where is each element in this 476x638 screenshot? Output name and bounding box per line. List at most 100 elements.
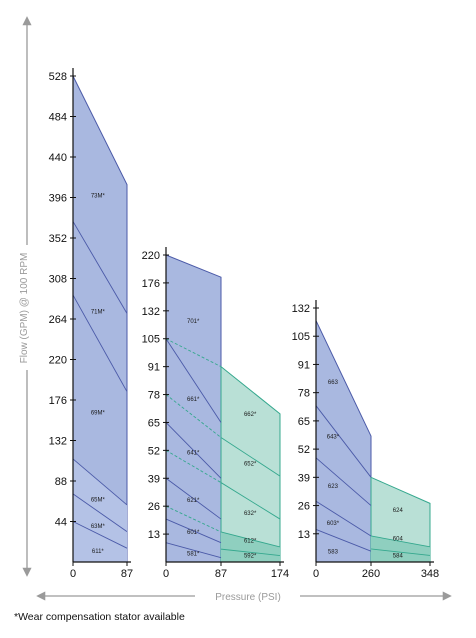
right-series-label: 623 <box>328 484 339 490</box>
right-y-tick-label: 65 <box>298 416 310 428</box>
middle-series-label: 641* <box>187 451 200 457</box>
middle-green-line-612* <box>220 531 281 548</box>
left-y-tick-label: 264 <box>49 314 67 326</box>
middle-series-label: 701* <box>187 319 200 325</box>
middle-series-label: 581* <box>187 552 200 558</box>
middle-blue-line-641* <box>165 422 222 479</box>
middle-green-strip <box>221 531 280 562</box>
right-x-tick-label: 260 <box>362 568 380 580</box>
left-series-line-69M* <box>72 294 128 392</box>
middle-green-line-652* <box>220 437 281 477</box>
right-blue-line-583 <box>315 529 372 552</box>
left-y-tick-label: 220 <box>49 355 67 367</box>
right-blue-line-623 <box>315 457 372 506</box>
middle-y-tick-label: 78 <box>148 390 160 402</box>
right-series-label: 624 <box>393 508 404 514</box>
right-green-line-584 <box>370 548 431 556</box>
right-y-tick-label: 105 <box>292 331 310 343</box>
right-y-tick-label: 132 <box>292 303 310 315</box>
right-y-tick-label: 39 <box>298 472 310 484</box>
middle-y-tick-label: 65 <box>148 417 160 429</box>
middle-dashed-line <box>165 505 222 533</box>
middle-series-label: 592* <box>244 554 257 560</box>
left-series-label: 71M* <box>91 309 106 315</box>
left-lower-band <box>73 458 127 562</box>
right-series-label: 583 <box>328 549 339 555</box>
right-x-tick-label: 0 <box>313 568 319 580</box>
right-series-label: 643* <box>327 434 340 440</box>
panel-left: 44 88 132 176 220 264 308 352 396 440 484 528 0 87 73M… <box>49 68 133 580</box>
middle-y-tick-label: 13 <box>148 529 160 541</box>
left-series-label: 63M* <box>91 524 106 530</box>
panel-right: 13 26 39 52 65 78 91 105 132 0 260 348 663 643* 623 603… <box>292 300 439 580</box>
left-y-tick-label: 88 <box>55 476 67 488</box>
middle-dashed-line <box>165 394 222 438</box>
y-axis-arrow-group: Flow (GPM) @ 100 RPM <box>19 16 32 577</box>
x-axis-title: Pressure (PSI) <box>215 592 281 603</box>
footnote: *Wear compensation stator available <box>14 611 185 623</box>
middle-y-tick-label: 91 <box>148 362 160 374</box>
middle-x-tick-label: 0 <box>163 568 169 580</box>
right-blue-line-643* <box>315 405 372 478</box>
left-y-tick-label: 176 <box>49 395 67 407</box>
panel-middle: 13 26 39 52 65 78 91 105 132 176 220 0 87 174 701* 661*… <box>142 247 289 580</box>
right-y-tick-label: 91 <box>298 359 310 371</box>
left-series-label: 73M* <box>91 194 106 200</box>
left-x-tick-label: 87 <box>121 568 133 580</box>
left-y-tick-label: 352 <box>49 233 67 245</box>
middle-blue-line-621* <box>165 477 222 520</box>
middle-y-tick-label: 105 <box>142 334 160 346</box>
middle-y-tick-label: 132 <box>142 306 160 318</box>
middle-green-line-632* <box>220 482 281 520</box>
middle-series-label: 612* <box>244 539 257 545</box>
left-series-line-63M* <box>72 493 128 532</box>
middle-y-tick-label: 220 <box>142 250 160 262</box>
middle-series-label: 662* <box>244 412 257 418</box>
middle-dashed-line <box>165 449 222 483</box>
left-y-tick-label: 484 <box>49 112 67 124</box>
middle-x-tick-label: 174 <box>271 568 289 580</box>
middle-series-label: 661* <box>187 397 200 403</box>
right-green-strip <box>371 535 430 562</box>
middle-y-tick-label: 176 <box>142 278 160 290</box>
middle-blue-envelope <box>165 254 222 563</box>
right-x-tick-label: 348 <box>421 568 439 580</box>
left-series-line-611* <box>72 521 128 549</box>
middle-series-label: 621* <box>187 498 200 504</box>
left-y-tick-label: 440 <box>49 152 67 164</box>
middle-y-tick-label: 26 <box>148 501 160 513</box>
middle-x-tick-label: 87 <box>215 568 227 580</box>
middle-y-tick-label: 52 <box>148 445 160 457</box>
right-blue-line-603* <box>315 500 372 537</box>
right-y-tick-label: 13 <box>298 529 310 541</box>
right-green-line-604 <box>370 535 431 548</box>
left-series-label: 611* <box>92 549 105 555</box>
left-series-line-71M* <box>72 221 128 314</box>
right-y-tick-label: 52 <box>298 444 310 456</box>
middle-green-line-592* <box>220 548 281 557</box>
right-series-label: 663 <box>328 380 339 386</box>
right-series-label: 603* <box>327 521 340 527</box>
left-y-tick-label: 396 <box>49 193 67 205</box>
left-y-tick-label: 132 <box>49 436 67 448</box>
middle-blue-line-581* <box>165 542 222 559</box>
right-y-tick-label: 78 <box>298 388 310 400</box>
left-series-line-65M* <box>72 458 128 506</box>
left-y-tick-label: 44 <box>55 517 67 529</box>
middle-blue-line-601* <box>165 518 222 544</box>
left-y-tick-label: 308 <box>49 274 67 286</box>
middle-y-tick-label: 39 <box>148 473 160 485</box>
middle-series-label: 632* <box>244 511 257 517</box>
left-x-tick-label: 0 <box>70 568 76 580</box>
middle-series-label: 652* <box>244 461 257 467</box>
y-axis-title: Flow (GPM) @ 100 RPM <box>19 253 30 364</box>
middle-series-label: 601* <box>187 530 200 536</box>
left-series-label: 69M* <box>91 411 106 417</box>
left-y-tick-label: 528 <box>49 71 67 83</box>
right-series-label: 604 <box>393 536 404 542</box>
left-series-label: 65M* <box>91 497 106 503</box>
right-series-label: 584 <box>393 554 404 560</box>
x-axis-arrow-group: Pressure (PSI) <box>36 591 452 603</box>
middle-dashed-line <box>165 338 222 368</box>
